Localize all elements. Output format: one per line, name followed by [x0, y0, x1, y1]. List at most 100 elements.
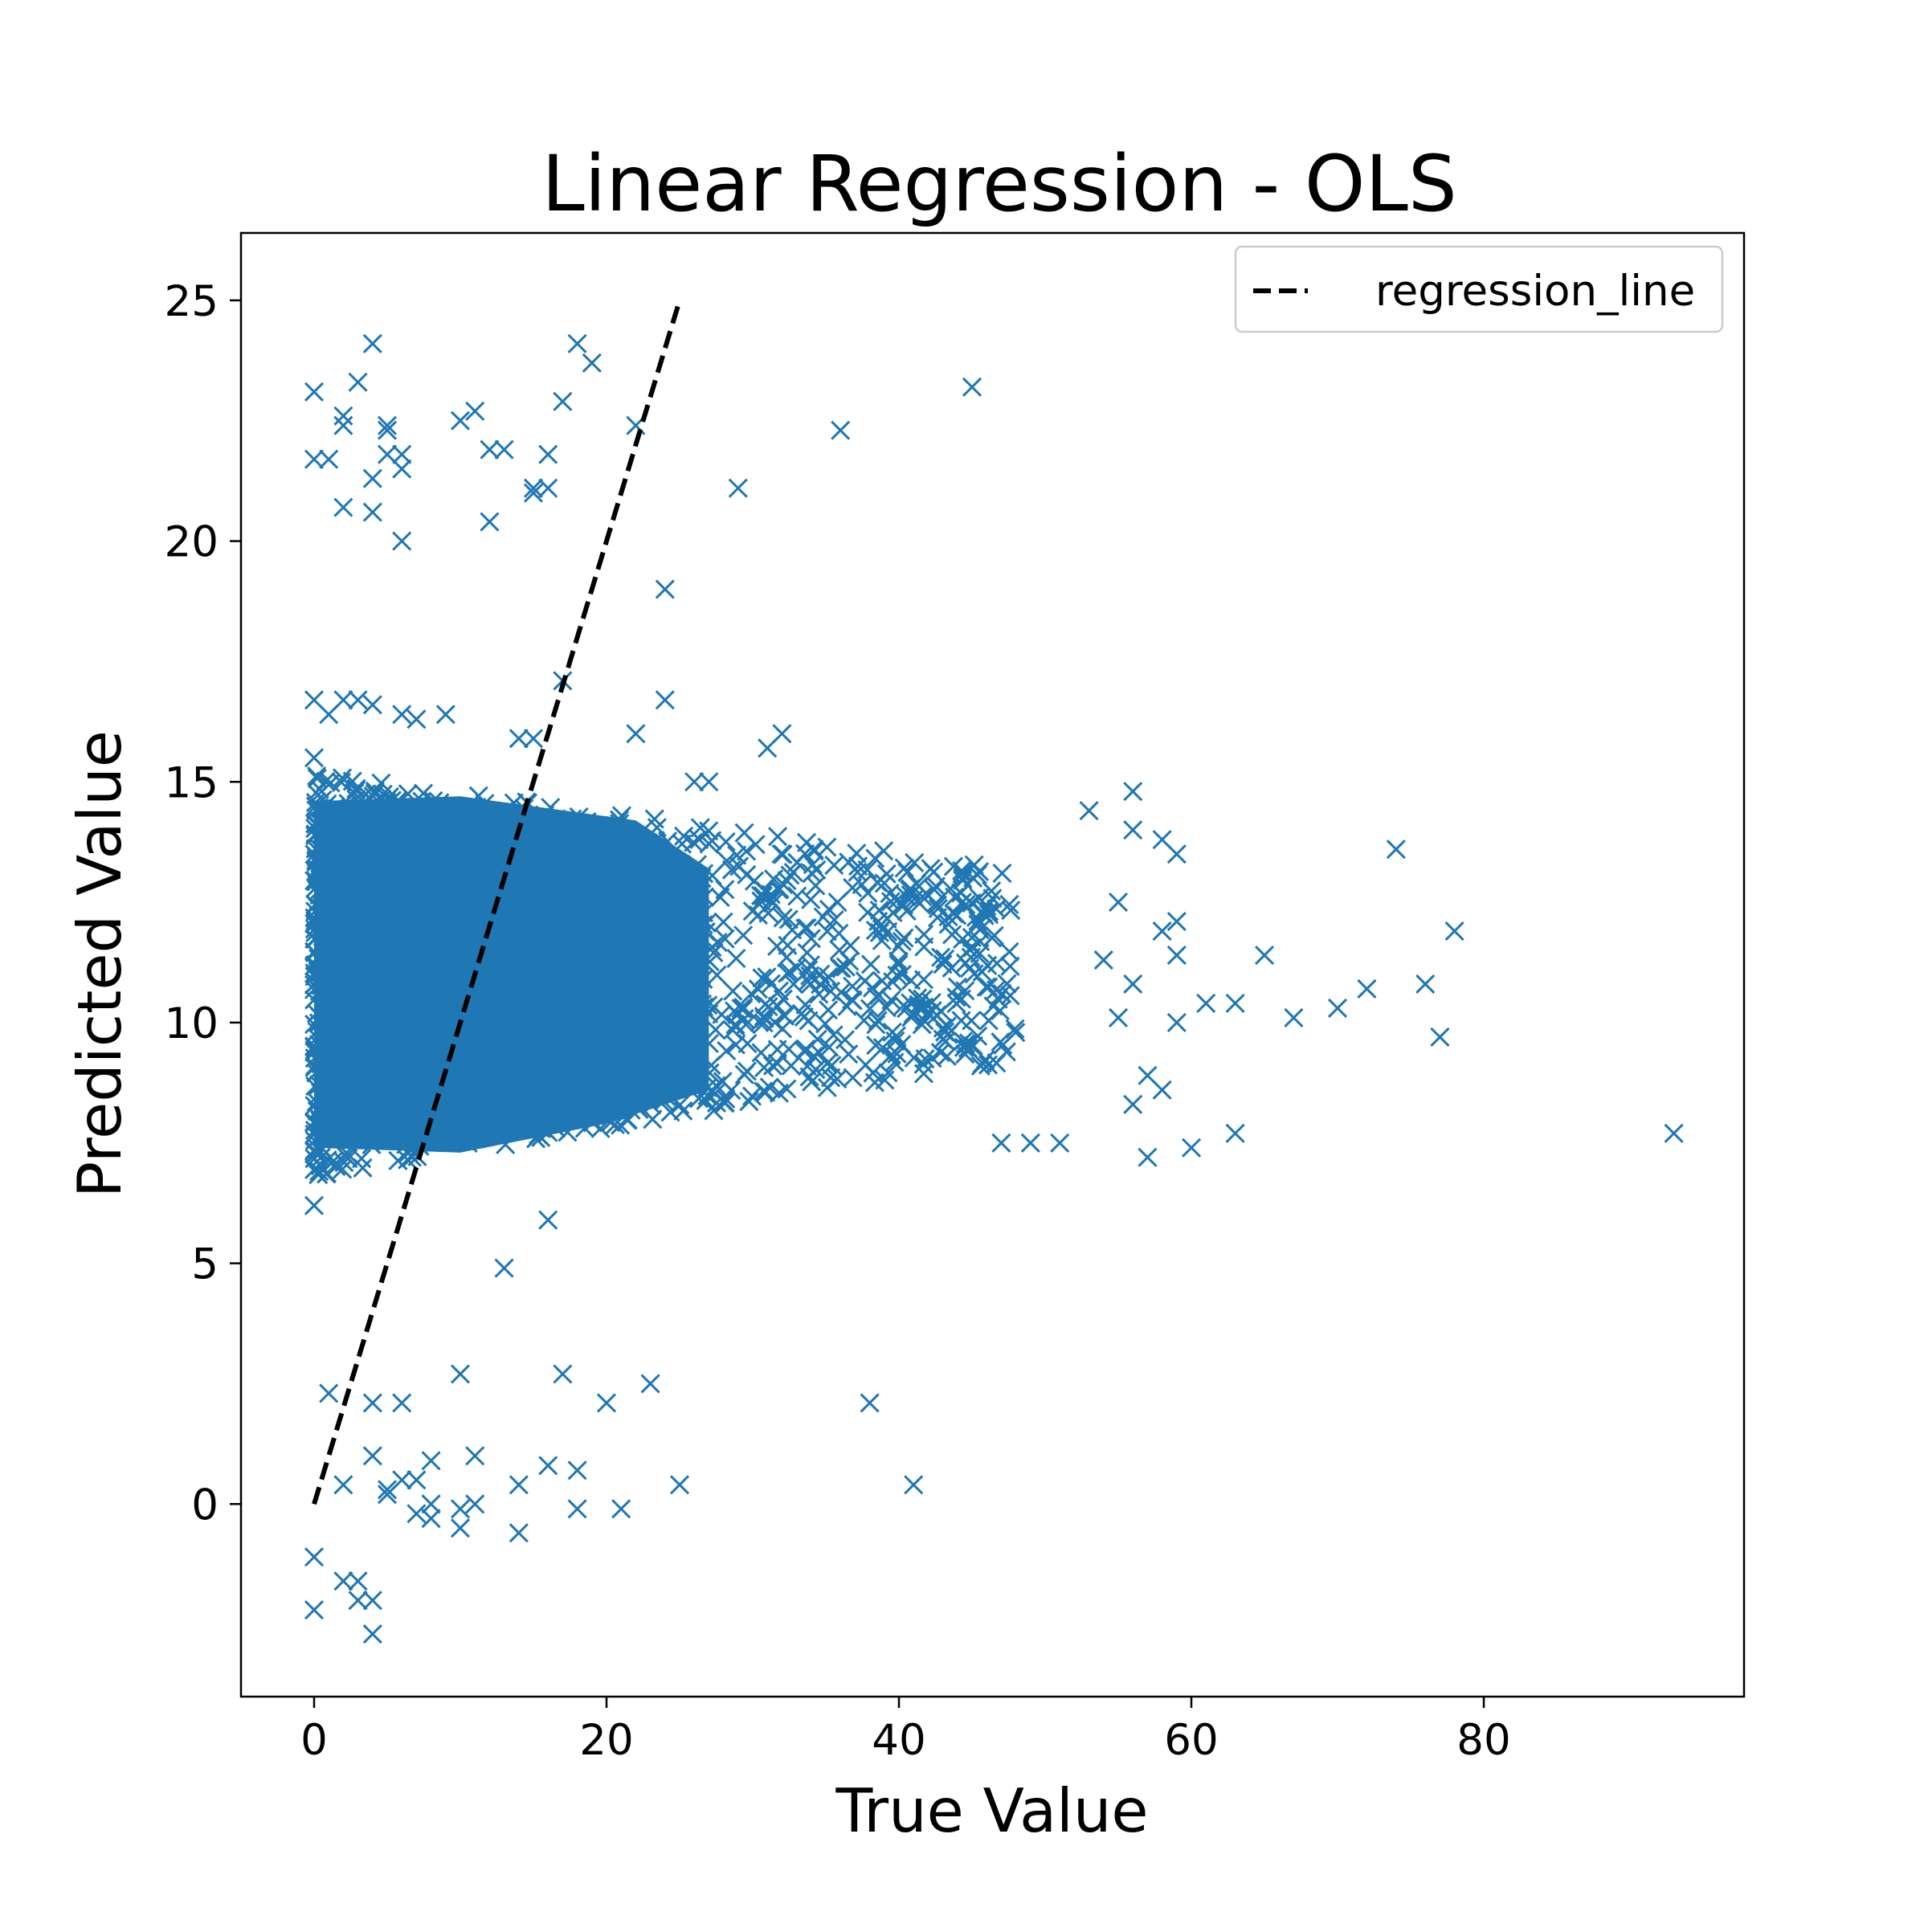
scatter-point [1093, 950, 1113, 970]
scatter-point [942, 925, 962, 945]
scatter-point [362, 1393, 382, 1413]
scatter-point [494, 1258, 514, 1278]
scatter-point [741, 983, 762, 1004]
scatter-point [979, 905, 999, 925]
scatter-point [829, 923, 849, 943]
scatter-point [806, 1060, 826, 1080]
scatter-point [754, 1057, 774, 1077]
scatter-point [754, 1081, 774, 1101]
scatter-point [935, 949, 955, 969]
scatter-point [801, 889, 821, 909]
scatter-point [509, 1523, 529, 1543]
scatter-point [1181, 1138, 1202, 1158]
scatter-point [538, 1210, 558, 1230]
scatter-point [392, 1393, 412, 1413]
y-tick-label: 25 [165, 277, 219, 326]
scatter-point [831, 982, 852, 1003]
scatter-point [904, 1048, 924, 1068]
scatter-point [739, 1092, 759, 1112]
scatter-point [894, 858, 914, 878]
scatter-point [1664, 1123, 1684, 1143]
scatter-point [946, 987, 966, 1007]
scatter-point [860, 1393, 880, 1413]
scatter-point [317, 1164, 337, 1184]
scatter-point [377, 1485, 398, 1505]
scatter-point [817, 921, 837, 941]
scatter-point [991, 1032, 1011, 1052]
scatter-point [962, 377, 982, 397]
plot-area [241, 233, 1744, 1697]
scatter-point [406, 709, 427, 729]
scatter-point [1444, 921, 1464, 941]
scatter-point [319, 449, 339, 469]
scatter-point [362, 502, 382, 522]
scatter-point [754, 1013, 774, 1033]
scatter-point [728, 478, 748, 498]
scatter-point [450, 410, 471, 431]
scatter-point [523, 478, 544, 498]
scatter-point [752, 968, 772, 988]
scatter-point [684, 772, 705, 792]
scatter-point [699, 821, 719, 841]
scatter-point [377, 1480, 398, 1500]
scatter-point [308, 1165, 329, 1185]
scatter-point [885, 1031, 905, 1051]
scatter-point [1123, 820, 1143, 840]
scatter-point [538, 1456, 558, 1476]
scatter-point [465, 401, 485, 421]
scatter-point [421, 1494, 441, 1514]
y-axis-label: Predicted Value [64, 730, 135, 1198]
scatter-point [839, 1044, 859, 1064]
scatter-point [843, 878, 863, 898]
legend: regression_line [1234, 245, 1724, 333]
scatter-point [553, 391, 573, 411]
scatter-point [780, 865, 800, 885]
scatter-point [761, 974, 781, 994]
scatter-point [843, 1068, 863, 1088]
scatter-point [582, 353, 602, 373]
scatter-point [1108, 892, 1129, 913]
x-tick-label: 60 [1164, 1716, 1218, 1765]
scatter-point [596, 1393, 617, 1413]
scatter-point [992, 864, 1012, 884]
scatter-point [904, 1475, 924, 1495]
scatter-point [997, 974, 1017, 994]
scatter-point [908, 988, 928, 1008]
scatter-point [509, 1475, 529, 1495]
scatter-point [901, 970, 921, 991]
y-tick-label: 15 [165, 758, 219, 807]
scatter-point [886, 1026, 907, 1046]
scatter-point [954, 1037, 974, 1057]
scatter-point [1020, 1133, 1040, 1153]
scatter-point [827, 1069, 848, 1089]
scatter-point [1225, 993, 1245, 1014]
scatter-point [913, 1054, 933, 1074]
x-axis-ticks: 0 20 40 60 80 [300, 1697, 1511, 1765]
scatter-point [802, 864, 822, 884]
scatter-point [964, 855, 984, 875]
scatter-point [1166, 844, 1187, 864]
scatter-point [758, 903, 778, 923]
scatter-point [782, 920, 803, 940]
scatter-point [567, 1460, 587, 1481]
scatter-point [716, 1089, 736, 1109]
scatter-point [1415, 974, 1436, 995]
scatter-point [772, 724, 792, 744]
scatter-point [304, 1547, 325, 1567]
scatter-point [778, 909, 799, 929]
scatter-point [888, 889, 908, 909]
scatter-point [348, 1591, 368, 1611]
scatter-point [727, 845, 747, 865]
scatter-point [640, 1374, 660, 1394]
scatter-point [333, 1475, 353, 1495]
x-axis-label: True Value [835, 1775, 1148, 1846]
scatter-point [1284, 1007, 1304, 1027]
scatter-point [333, 415, 353, 435]
scatter-point [773, 989, 793, 1009]
scatter-point [567, 1499, 587, 1519]
scatter-point [362, 468, 382, 488]
scatter-point [523, 483, 544, 503]
scatter-point [333, 1571, 353, 1591]
scatter-point [1196, 993, 1216, 1014]
scatter-point [707, 965, 727, 985]
